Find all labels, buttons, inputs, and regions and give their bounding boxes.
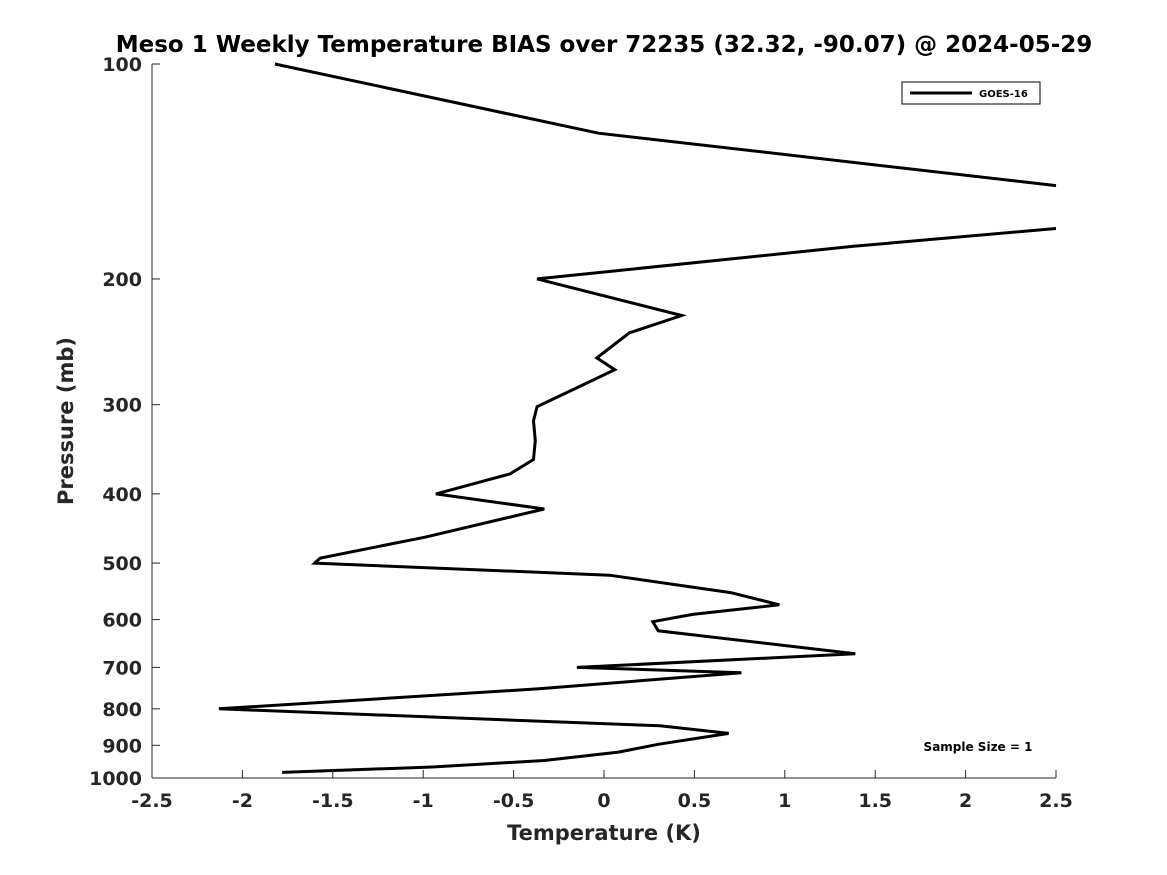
y-tick-label: 500 — [102, 553, 142, 575]
y-axis-label: Pressure (mb) — [54, 337, 78, 505]
x-tick-label: 0.5 — [678, 790, 712, 812]
x-tick-label: 2.5 — [1039, 790, 1073, 812]
plot-area — [152, 64, 1056, 778]
axes: -2.5 -2 -1.5 -1 -0.5 0 0.5 1 1.5 2 2.5 100 200 300 400… — [89, 54, 1073, 812]
y-tick-label: 900 — [102, 735, 142, 757]
x-tick-label: 2 — [959, 790, 972, 812]
y-tick-label: 200 — [102, 269, 142, 291]
y-tick-label: 100 — [102, 54, 142, 76]
y-tick-label: 700 — [102, 657, 142, 679]
x-tick-label: -0.5 — [493, 790, 535, 812]
y-tick-label: 600 — [102, 610, 142, 632]
y-tick-label: 800 — [102, 699, 142, 721]
x-tick-label: -2 — [232, 790, 253, 812]
series-line-goes-16-segment-1 — [274, 62, 1057, 188]
x-tick-label: -2.5 — [131, 790, 173, 812]
data-layer — [218, 62, 1057, 774]
series-line-goes-16-segment-2 — [218, 227, 1057, 774]
legend: GOES-16 — [901, 81, 1041, 105]
x-tick-label: 0 — [597, 790, 610, 812]
y-tick-label: 300 — [102, 395, 142, 417]
x-tick-label: -1.5 — [312, 790, 354, 812]
chart-title: Meso 1 Weekly Temperature BIAS over 7223… — [116, 32, 1093, 58]
legend-label: GOES-16 — [979, 89, 1028, 100]
x-tick-label: -1 — [413, 790, 434, 812]
x-tick-label: 1.5 — [858, 790, 892, 812]
x-tick-label: 1 — [778, 790, 791, 812]
sample-size-annotation: Sample Size = 1 — [924, 740, 1033, 754]
x-axis-label: Temperature (K) — [507, 821, 701, 845]
y-tick-label: 400 — [102, 484, 142, 506]
y-tick-label: 1000 — [89, 768, 142, 790]
